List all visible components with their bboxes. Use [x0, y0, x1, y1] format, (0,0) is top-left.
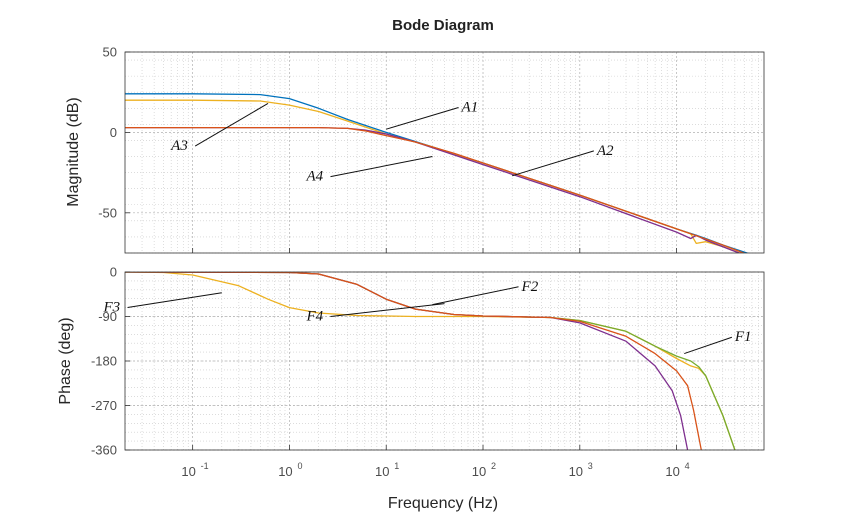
x-tick-label: 10: [472, 464, 486, 479]
phase-series-orange-line: [125, 272, 702, 450]
x-axis-ticks: 10 -1 10 0 10 1 10 2 10 3 10 4: [181, 248, 690, 479]
annotation-a2-leader-line: [512, 150, 594, 177]
phase-y-tick-label: -360: [91, 443, 117, 458]
annotation-f1-leader-line: [684, 336, 733, 355]
magnitude-y-tick-label: 50: [103, 45, 117, 60]
phase-y-axis-label: Phase (deg): [57, 317, 74, 404]
x-tick-label: 10: [665, 464, 679, 479]
annotation-a4-label: A4: [305, 169, 323, 185]
magnitude-y-axis-label: Magnitude (dB): [65, 97, 82, 206]
phase-y-tick-label: -270: [91, 398, 117, 413]
magnitude-y-ticks: 50 0 -50: [98, 45, 130, 220]
x-tick-label: 10: [278, 464, 292, 479]
annotation-a3-label: A3: [170, 138, 188, 154]
x-tick-exponent: 3: [588, 461, 593, 471]
magnitude-series-orange-line: [125, 126, 746, 253]
magnitude-y-tick-label: 0: [110, 125, 117, 140]
x-tick-label: 10: [181, 464, 195, 479]
phase-y-tick-label: 0: [110, 265, 117, 280]
annotation-a1-label: A1: [461, 99, 479, 115]
phase-series-group: [125, 272, 736, 450]
x-tick-label: 10: [569, 464, 583, 479]
phase-panel: F1 F2 F3 F4 0 -90 -180 -270 -360 Phase (deg): [57, 265, 765, 458]
magnitude-y-tick-label: -50: [98, 205, 117, 220]
magnitude-minor-grid: [125, 52, 764, 254]
x-tick-exponent: -1: [201, 461, 209, 471]
annotation-a3-leader-line: [194, 103, 269, 147]
phase-y-tick-label: -180: [91, 354, 117, 369]
phase-y-ticks: 0 -90 -180 -270 -360: [91, 265, 130, 458]
annotation-a2-label: A2: [596, 143, 614, 159]
annotation-f2-label: F2: [521, 279, 539, 295]
annotation-f1-label: F1: [734, 329, 752, 345]
annotation-f4-leader-line: [330, 303, 445, 317]
x-tick-exponent: 1: [394, 461, 399, 471]
x-tick-exponent: 4: [685, 461, 690, 471]
annotation-f4-label: F4: [305, 308, 323, 324]
annotation-f2-leader-line: [432, 286, 519, 306]
magnitude-series-group: [125, 93, 750, 253]
x-axis-label: Frequency (Hz): [388, 495, 498, 512]
phase-annotations: F1 F2 F3 F4: [103, 279, 752, 355]
magnitude-axes-box: [124, 51, 765, 254]
annotation-f3-leader-line: [127, 292, 222, 309]
magnitude-annotations: A1 A2 A3 A4: [170, 99, 614, 184]
x-tick-label: 10: [375, 464, 389, 479]
annotation-a4-leader-line: [330, 156, 433, 178]
phase-y-tick-label: -90: [98, 309, 117, 324]
x-tick-exponent: 0: [297, 461, 302, 471]
annotation-f3-label: F3: [103, 300, 121, 316]
magnitude-panel: A1 A2 A3 A4 50 0 -50 Magnitude (dB): [65, 45, 765, 254]
chart-title: Bode Diagram: [392, 17, 494, 34]
annotation-a1-leader-line: [386, 107, 459, 130]
x-tick-exponent: 2: [491, 461, 496, 471]
